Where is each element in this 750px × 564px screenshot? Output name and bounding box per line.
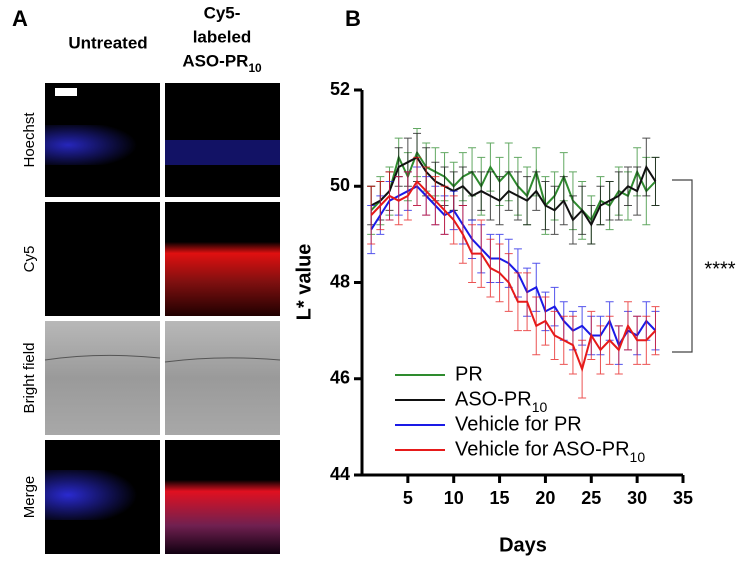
panel-label: A bbox=[12, 6, 28, 31]
series-line bbox=[370, 185, 657, 348]
scale-bar bbox=[55, 88, 77, 96]
x-tick-label: 5 bbox=[403, 488, 413, 508]
error-bar bbox=[367, 185, 376, 245]
legend-label: Vehicle for ASO-PR10 bbox=[455, 438, 645, 464]
y-tick-label: 46 bbox=[330, 368, 350, 388]
legend-label: Vehicle for PR bbox=[455, 413, 582, 435]
legend-label: PR bbox=[455, 363, 483, 385]
y-axis-label: L* value bbox=[293, 244, 315, 321]
significance-annotation: **** bbox=[704, 258, 735, 280]
x-tick-label: 25 bbox=[581, 488, 601, 508]
x-tick-label: 35 bbox=[673, 488, 693, 508]
image bbox=[165, 321, 280, 435]
image bbox=[165, 440, 280, 554]
x-tick-label: 20 bbox=[535, 488, 555, 508]
column-header: labeled bbox=[193, 27, 252, 46]
y-tick-label: 44 bbox=[330, 464, 350, 484]
panel-label: B bbox=[345, 6, 361, 31]
y-tick-label: 50 bbox=[330, 175, 350, 195]
image bbox=[45, 470, 160, 520]
x-tick-label: 15 bbox=[490, 488, 510, 508]
error-bar bbox=[651, 156, 660, 206]
row-label: Hoechst bbox=[21, 112, 38, 168]
column-header: Cy5- bbox=[204, 3, 241, 22]
y-tick-label: 52 bbox=[330, 79, 350, 99]
series bbox=[367, 156, 660, 399]
image bbox=[45, 321, 160, 435]
legend-label: ASO-PR10 bbox=[455, 388, 547, 414]
series bbox=[367, 132, 660, 245]
x-axis-label: Days bbox=[499, 534, 547, 556]
y-tick-label: 48 bbox=[330, 271, 350, 291]
row-label: Bright field bbox=[21, 343, 38, 414]
image-detail bbox=[44, 354, 281, 363]
series-line bbox=[370, 150, 657, 222]
series-line bbox=[370, 156, 657, 227]
image bbox=[165, 140, 280, 165]
image bbox=[45, 202, 160, 316]
image bbox=[165, 202, 280, 316]
image bbox=[45, 125, 160, 165]
column-header: ASO-PR10 bbox=[182, 51, 262, 75]
x-tick-label: 10 bbox=[444, 488, 464, 508]
micrographs bbox=[44, 83, 281, 554]
series-line bbox=[370, 179, 657, 373]
row-label: Cy5 bbox=[21, 246, 38, 273]
x-tick-label: 30 bbox=[627, 488, 647, 508]
column-header: Untreated bbox=[68, 33, 147, 52]
significance-bracket bbox=[672, 179, 693, 353]
row-label: Merge bbox=[21, 476, 38, 519]
